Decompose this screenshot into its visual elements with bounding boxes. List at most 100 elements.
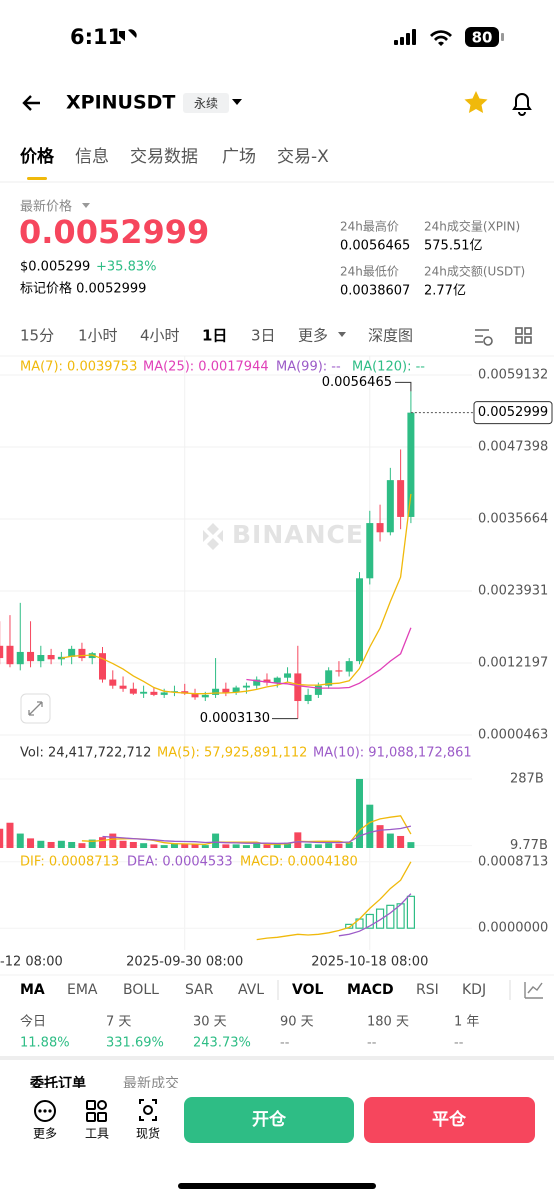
battery <box>465 27 499 47</box>
volume-bar <box>68 841 76 848</box>
indicator-tab[interactable]: KDJ <box>462 982 486 998</box>
stat-label: 24h最低价 <box>340 265 399 279</box>
interval[interactable]: 15分 <box>20 327 54 345</box>
candle-body <box>284 673 292 678</box>
period-change: -- <box>280 1036 290 1051</box>
y-tick-label: 0.0035664 <box>478 512 548 527</box>
symbol: XPINUSDT <box>66 92 175 114</box>
more-dropdown[interactable] <box>338 332 346 337</box>
indicator-icon[interactable] <box>475 329 489 343</box>
volume-bar <box>253 843 261 848</box>
indicator-tab[interactable]: AVL <box>238 982 264 998</box>
indicator-icon[interactable] <box>483 336 493 346</box>
order-tab[interactable]: 委托订单 <box>29 1075 86 1092</box>
candle-body <box>27 651 35 662</box>
candle-body <box>294 673 302 702</box>
order-tab[interactable]: 最新成交 <box>123 1075 179 1092</box>
tab[interactable]: 广场 <box>222 147 256 167</box>
macd-bar <box>406 895 415 929</box>
ma-legend: MA(7): 0.0039753 <box>20 360 137 375</box>
macd-bar <box>386 904 395 929</box>
interval[interactable]: 深度图 <box>368 327 413 345</box>
y-tick-label: 0.0000463 <box>478 728 548 743</box>
mute-icon <box>119 29 137 41</box>
indicator-tab[interactable]: EMA <box>67 982 98 998</box>
tool-label[interactable]: 现货 <box>136 1126 160 1141</box>
volume-ma-line <box>102 825 412 845</box>
volume-bar <box>181 843 189 848</box>
contract-tag <box>183 93 229 113</box>
volume-bar <box>294 832 302 848</box>
tools-icon[interactable] <box>86 1100 107 1122</box>
candle-body <box>99 653 106 680</box>
interval[interactable]: 1日 <box>202 327 227 345</box>
open-label[interactable]: 开仓 <box>252 1109 287 1130</box>
layout-icon[interactable] <box>515 327 523 335</box>
volume-bar <box>78 843 86 848</box>
candle-body <box>397 480 405 517</box>
home-indicator <box>178 1183 376 1189</box>
period-label: 今日 <box>20 1014 46 1030</box>
spot-icon[interactable] <box>139 1099 157 1121</box>
layout-icon[interactable] <box>515 336 523 344</box>
interval[interactable]: 更多 <box>298 327 328 345</box>
fullscreen-icon[interactable] <box>28 701 43 716</box>
open-position-button[interactable] <box>184 1097 354 1143</box>
price-dropdown[interactable] <box>82 203 90 208</box>
indicator-tab[interactable]: MACD <box>347 982 394 998</box>
volume-legend: Vol: 24,417,722,712 <box>20 746 151 761</box>
close-position-button[interactable] <box>364 1097 535 1143</box>
indicator-tab[interactable]: VOL <box>292 982 323 998</box>
indicator-tab[interactable]: RSI <box>416 982 439 998</box>
layout-icon[interactable] <box>524 327 532 335</box>
candle-body <box>129 688 137 694</box>
candle-body <box>314 685 322 695</box>
last-price-box <box>473 401 553 425</box>
more-dots <box>38 1109 52 1113</box>
alert-bell[interactable] <box>512 93 532 116</box>
last-price: 0.0052999 <box>19 213 209 251</box>
volume-bar <box>37 840 45 848</box>
wifi-icon <box>430 30 452 46</box>
active-tab-indicator <box>27 177 47 180</box>
contract-type: 永续 <box>194 97 218 111</box>
tool-label[interactable]: 工具 <box>85 1127 109 1141</box>
tool-label[interactable]: 更多 <box>33 1127 57 1141</box>
macd-bar <box>375 908 385 929</box>
tab[interactable]: 价格 <box>20 146 55 167</box>
interval[interactable]: 3日 <box>251 327 276 345</box>
tab[interactable]: 交易-X <box>277 147 329 167</box>
macd-legend: DEA: 0.0004533 <box>127 855 233 870</box>
indicator-tab[interactable]: BOLL <box>123 982 159 998</box>
back-button[interactable] <box>22 95 40 111</box>
more-icon[interactable] <box>34 1100 56 1122</box>
interval[interactable]: 4小时 <box>140 327 180 345</box>
layout-icon[interactable] <box>524 336 532 344</box>
battery-tip <box>501 33 504 41</box>
candle-body <box>212 688 220 695</box>
status-icons <box>119 27 504 47</box>
volume-bar <box>386 833 394 848</box>
volume-bar <box>345 841 353 848</box>
candle-body <box>273 677 281 683</box>
period-change: -- <box>454 1036 464 1051</box>
favorite-star[interactable] <box>464 91 488 113</box>
close-label[interactable]: 平仓 <box>432 1109 467 1130</box>
draw-tool-icon[interactable] <box>524 982 543 999</box>
candle-body <box>160 692 168 695</box>
chart-settings-icons[interactable] <box>475 327 532 346</box>
candle-body <box>37 655 45 662</box>
indicator-tab[interactable]: MA <box>20 982 45 998</box>
volume-bar <box>99 837 106 848</box>
symbol-dropdown[interactable] <box>232 99 242 105</box>
candle-body <box>232 687 240 693</box>
indicator-tab[interactable]: SAR <box>185 982 214 998</box>
interval[interactable]: 1小时 <box>78 327 118 345</box>
tab[interactable]: 信息 <box>75 147 109 167</box>
volume-bar <box>263 844 271 848</box>
usd-price: $0.005299 <box>20 260 90 275</box>
tab[interactable]: 交易数据 <box>130 147 198 167</box>
candle-body <box>119 685 127 689</box>
volume-bar <box>222 844 230 848</box>
